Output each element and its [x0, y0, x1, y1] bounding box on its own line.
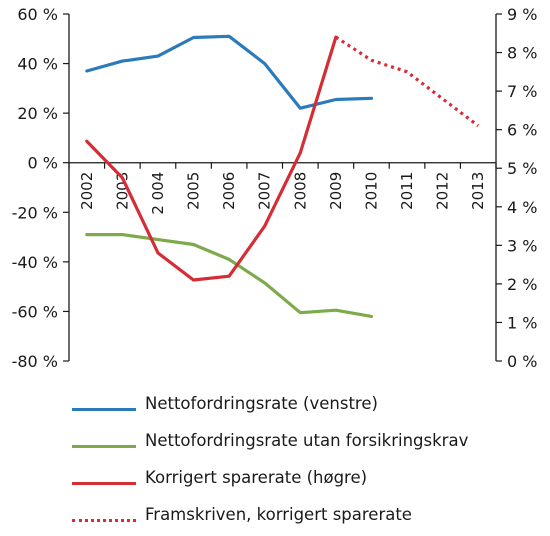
- left-axis-tick-label: 0 %: [28, 154, 58, 173]
- x-axis-tick-label: 2009: [327, 172, 345, 210]
- series-line-3: [85, 35, 338, 282]
- right-axis-tick-label: 0 %: [507, 352, 537, 371]
- right-axis-tick-label: 8 %: [507, 44, 537, 63]
- legend: Nettofordringsrate (venstre) Nettofordrin…: [72, 388, 542, 536]
- x-axis-tick-label: 2 004: [149, 172, 167, 215]
- right-axis-tick-label: 1 %: [507, 313, 537, 332]
- x-axis-tick-label: 2012: [434, 172, 452, 210]
- right-axis-tick-label: 9 %: [507, 5, 537, 24]
- left-axis-tick-labels: 60 % 40 % 20 % 0 % -20 % -40 % -60 % -80 %: [12, 5, 69, 371]
- x-axis-tick-label: 2003: [113, 172, 131, 210]
- chart-plot-area: 60 % 40 % 20 % 0 % -20 % -40 % -60 % -80 % 9 % 8…: [12, 5, 538, 371]
- legend-swatch: [72, 445, 136, 448]
- legend-swatch: [72, 519, 136, 522]
- right-axis-tick-label: 3 %: [507, 236, 537, 255]
- series-line-4: [335, 35, 480, 128]
- x-axis-tick-label: 2006: [220, 172, 238, 210]
- left-axis-tick-label: 60 %: [17, 5, 58, 24]
- series-line-1: [85, 34, 374, 110]
- right-axis-tick-label: 2 %: [507, 275, 537, 294]
- left-axis-tick-label: -20 %: [12, 203, 58, 222]
- series-lines: [85, 34, 480, 318]
- right-axis-tick-label: 5 %: [507, 159, 537, 178]
- legend-label: Framskriven, korrigert sparerate: [145, 505, 412, 524]
- right-axis-tick-label: 7 %: [507, 82, 537, 101]
- legend-label: Nettofordringsrate (venstre): [145, 394, 378, 413]
- x-axis-tick-label: 2010: [362, 172, 380, 210]
- legend-item: Nettofordringsrate utan forsikringskrav: [72, 425, 542, 462]
- x-axis-tick-label: 2008: [291, 172, 309, 210]
- x-axis-tick-labels: 2002 2003 2 004 2005 2006 2007 2008 2009 2010 201…: [68, 162, 497, 215]
- x-axis-tick-label: 2002: [78, 172, 96, 210]
- right-axis-tick-label: 4 %: [507, 198, 537, 217]
- left-axis-tick-label: -60 %: [12, 302, 58, 321]
- left-axis-tick-label: 40 %: [17, 55, 58, 74]
- legend-swatch: [72, 482, 136, 485]
- right-axis-tick-labels: 9 % 8 % 7 % 6 % 5 % 4 % 3 % 2 % 1 % 0 %: [496, 5, 537, 371]
- legend-item: Korrigert sparerate (høgre): [72, 462, 542, 499]
- right-axis-tick-label: 6 %: [507, 121, 537, 140]
- legend-label: Nettofordringsrate utan forsikringskrav: [145, 431, 469, 450]
- legend-swatch: [72, 408, 136, 411]
- legend-item: Framskriven, korrigert sparerate: [72, 499, 542, 536]
- x-axis-tick-label: 2007: [256, 172, 274, 210]
- legend-item: Nettofordringsrate (venstre): [72, 388, 542, 425]
- x-axis-tick-label: 2011: [398, 172, 416, 210]
- left-axis-tick-label: 20 %: [17, 104, 58, 123]
- series-line-2: [85, 233, 374, 318]
- left-axis-tick-label: -40 %: [12, 253, 58, 272]
- left-axis-tick-label: -80 %: [12, 352, 58, 371]
- x-axis-tick-label: 2013: [469, 172, 487, 210]
- x-axis-tick-label: 2005: [185, 172, 203, 210]
- legend-label: Korrigert sparerate (høgre): [145, 468, 368, 487]
